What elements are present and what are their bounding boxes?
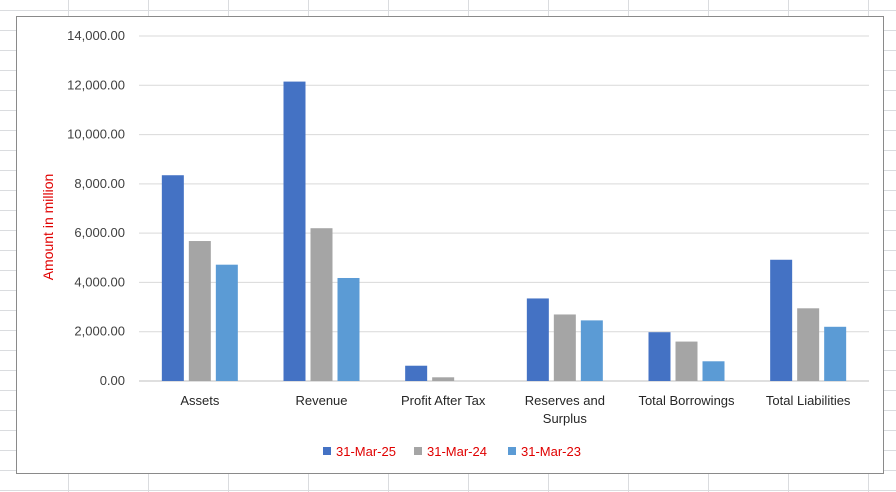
bar[interactable] [770, 259, 793, 381]
x-category-label: Profit After Tax [401, 393, 486, 408]
y-tick-label: 4,000.00 [74, 274, 125, 289]
bar[interactable] [553, 314, 576, 381]
legend-swatch [414, 447, 422, 455]
legend-swatch [508, 447, 516, 455]
bar[interactable] [405, 365, 428, 381]
x-axis-categories: Assets Revenue Profit After Tax Reserves an… [180, 393, 851, 426]
bar[interactable] [648, 332, 671, 381]
legend[interactable]: 31-Mar-25 31-Mar-24 31-Mar-23 [323, 444, 581, 459]
x-category-label: Surplus [543, 411, 588, 426]
bar[interactable] [526, 298, 549, 381]
chart-area[interactable]: 0.00 2,000.00 4,000.00 6,000.00 8,000.00 10,0… [16, 16, 884, 474]
bar[interactable] [675, 341, 698, 381]
bar[interactable] [310, 228, 333, 381]
bars [161, 81, 847, 381]
y-axis-title: Amount in million [40, 174, 56, 281]
y-tick-label: 0.00 [100, 373, 125, 388]
legend-item[interactable]: 31-Mar-24 [414, 444, 487, 459]
y-axis-ticks: 0.00 2,000.00 4,000.00 6,000.00 8,000.00 10,0… [67, 28, 125, 388]
y-tick-label: 2,000.00 [74, 324, 125, 339]
bar[interactable] [580, 320, 603, 381]
y-tick-label: 14,000.00 [67, 28, 125, 43]
x-category-label: Total Borrowings [638, 393, 735, 408]
bar[interactable] [161, 175, 184, 381]
y-tick-label: 6,000.00 [74, 225, 125, 240]
bar[interactable] [283, 81, 306, 381]
bar[interactable] [215, 264, 238, 381]
legend-item[interactable]: 31-Mar-23 [508, 444, 581, 459]
gridlines [139, 35, 869, 382]
bar[interactable] [337, 277, 360, 381]
y-tick-label: 10,000.00 [67, 127, 125, 142]
legend-swatch [323, 447, 331, 455]
bar[interactable] [188, 241, 211, 381]
bar[interactable] [824, 326, 847, 381]
legend-label: 31-Mar-25 [336, 444, 396, 459]
bar[interactable] [432, 377, 455, 381]
y-tick-label: 8,000.00 [74, 176, 125, 191]
bar-chart: 0.00 2,000.00 4,000.00 6,000.00 8,000.00 10,0… [40, 28, 869, 459]
legend-label: 31-Mar-24 [427, 444, 487, 459]
bar[interactable] [702, 361, 725, 381]
x-category-label: Assets [180, 393, 220, 408]
x-category-label: Total Liabilities [766, 393, 851, 408]
legend-label: 31-Mar-23 [521, 444, 581, 459]
bar[interactable] [797, 308, 820, 381]
x-category-label: Revenue [295, 393, 347, 408]
legend-item[interactable]: 31-Mar-25 [323, 444, 396, 459]
y-tick-label: 12,000.00 [67, 77, 125, 92]
x-category-label: Reserves and [525, 393, 605, 408]
